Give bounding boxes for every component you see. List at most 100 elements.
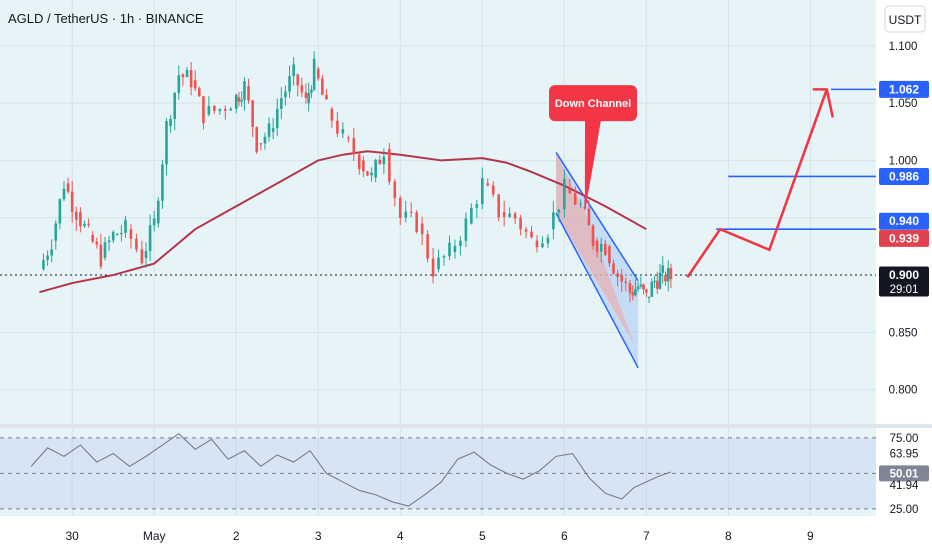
chart-title: AGLD / TetherUS · 1h · BINANCE <box>8 11 204 26</box>
horizontal-levels <box>0 88 876 276</box>
candle <box>347 135 350 143</box>
candle <box>624 277 628 292</box>
candle <box>181 73 185 87</box>
candle <box>409 202 413 218</box>
channel-upper-line <box>555 152 639 282</box>
time-axis-labels: 30 May 2 3 4 5 6 7 8 9 <box>66 529 815 543</box>
candle <box>218 108 222 115</box>
candle <box>497 193 500 222</box>
candle <box>107 235 111 251</box>
candle <box>352 128 356 162</box>
candle <box>296 73 300 97</box>
candle <box>198 86 201 97</box>
candle <box>426 230 429 263</box>
candle <box>58 198 62 230</box>
candle <box>229 106 233 111</box>
candle <box>442 254 446 266</box>
candle <box>404 200 408 223</box>
rsi-layer <box>0 432 876 510</box>
candle <box>316 66 320 81</box>
candles-layer <box>42 51 673 304</box>
candle <box>280 87 283 120</box>
candle <box>177 65 181 100</box>
candle <box>237 91 241 107</box>
candle <box>325 89 328 100</box>
candle <box>185 67 189 78</box>
projection-layer <box>686 88 835 279</box>
candle <box>453 239 457 259</box>
candle <box>653 275 656 289</box>
rsi-tick-label: 25.00 <box>890 504 919 516</box>
price-tag: 0.900 29:01 <box>879 266 929 297</box>
candle <box>95 237 99 249</box>
candle <box>666 260 670 292</box>
price-axis: 1.1001.0501.0000.9500.8500.8001.0620.986… <box>879 41 929 397</box>
candle <box>87 218 90 228</box>
candle <box>288 65 291 98</box>
price-tag: 0.939 <box>879 229 929 247</box>
candle <box>475 199 479 219</box>
candle <box>420 216 424 246</box>
candle <box>74 206 78 231</box>
candle <box>321 74 324 96</box>
candle <box>563 169 566 218</box>
candle <box>161 159 164 209</box>
candle <box>66 177 70 194</box>
candle <box>259 142 263 151</box>
price-tag-label: 0.940 <box>889 214 919 228</box>
candle <box>144 242 148 268</box>
candle <box>111 230 115 244</box>
candle <box>362 155 365 178</box>
candle <box>655 271 659 294</box>
price-tick-label: 0.850 <box>889 327 918 339</box>
candle <box>642 283 645 295</box>
candle <box>267 117 271 142</box>
candle <box>42 253 45 271</box>
currency-button[interactable]: USDT <box>884 5 926 33</box>
candle <box>636 281 640 292</box>
rsi-line <box>30 432 672 507</box>
price-tick-label: 1.050 <box>889 98 918 110</box>
time-tick-label: May <box>143 529 166 543</box>
candle <box>341 122 345 139</box>
candle <box>307 82 310 112</box>
time-tick-label: 2 <box>233 529 240 543</box>
candle <box>524 226 528 239</box>
candle <box>664 271 667 286</box>
candle <box>616 269 619 287</box>
candle <box>46 250 49 266</box>
candle <box>275 98 279 136</box>
projection-arrowhead <box>812 88 835 118</box>
candle <box>502 200 506 227</box>
candle <box>608 244 611 268</box>
candle <box>70 180 74 223</box>
candle <box>50 239 53 263</box>
candle <box>140 240 144 265</box>
candle <box>669 263 673 289</box>
time-tick-label: 30 <box>66 529 80 543</box>
candle <box>650 278 654 298</box>
candle <box>631 285 634 301</box>
candle <box>557 209 561 222</box>
candle <box>284 85 287 106</box>
rsi-current-tag <box>879 465 929 482</box>
rsi-tick-label: 41.94 <box>890 480 919 492</box>
time-tick-label: 8 <box>725 529 732 543</box>
candle <box>336 112 339 137</box>
candle <box>661 256 665 284</box>
time-tick-label: 4 <box>397 529 404 543</box>
candle <box>255 126 259 154</box>
time-tick-label: 7 <box>643 529 650 543</box>
candle <box>292 57 295 86</box>
candle <box>464 212 468 247</box>
price-tag: 0.986 <box>879 167 929 185</box>
candle <box>263 132 267 150</box>
candle <box>103 236 107 261</box>
candle <box>612 259 615 275</box>
candle <box>169 114 172 133</box>
candle <box>62 181 66 202</box>
candle <box>79 207 82 233</box>
candle <box>398 195 402 226</box>
price-tag: 0.940 <box>879 212 929 230</box>
